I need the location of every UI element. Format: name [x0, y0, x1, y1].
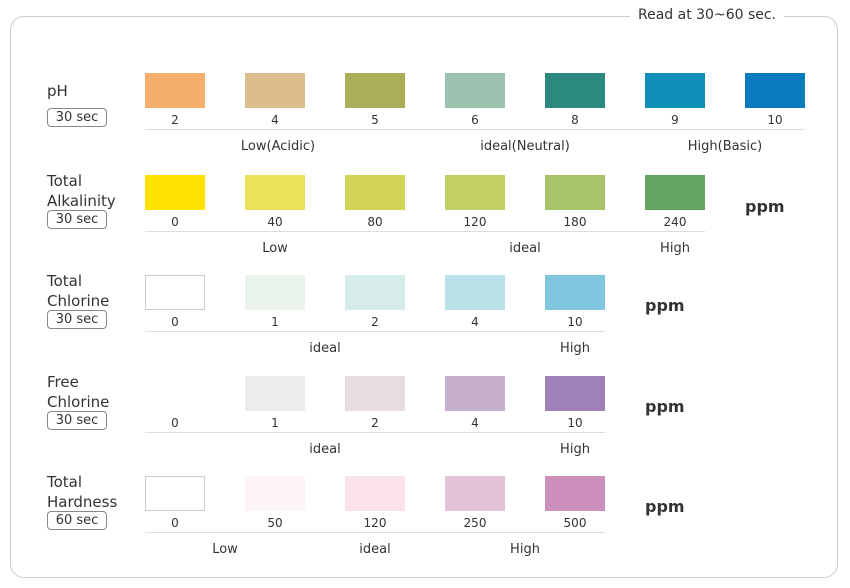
unit: ppm	[645, 497, 685, 516]
swatch	[145, 73, 205, 108]
swatch	[345, 175, 405, 210]
swatch	[145, 476, 205, 511]
time-badge: 30 sec	[47, 210, 107, 229]
swatch	[545, 275, 605, 310]
swatch-label: 1	[271, 416, 279, 430]
time-badge: 30 sec	[47, 310, 107, 329]
swatch	[545, 376, 605, 411]
time-badge: 30 sec	[47, 108, 107, 127]
divider	[145, 129, 805, 130]
swatch	[145, 175, 205, 210]
range-label: Low	[262, 241, 288, 256]
row-name: Total	[47, 272, 83, 290]
row-name: pH	[47, 82, 68, 100]
swatch-label: 40	[267, 215, 283, 229]
swatch	[445, 73, 505, 108]
swatch	[645, 73, 705, 108]
swatch-label: 0	[171, 516, 179, 530]
swatch-label: 80	[367, 215, 383, 229]
swatch-label: 5	[371, 113, 379, 127]
swatch-label: 4	[471, 315, 479, 329]
swatch	[445, 275, 505, 310]
row-name: Hardness	[47, 493, 118, 511]
divider	[145, 331, 605, 332]
swatch-label: 4	[271, 113, 279, 127]
range-label: ideal(Neutral)	[480, 139, 570, 154]
range-label: High	[660, 241, 690, 256]
time-badge: 30 sec	[47, 411, 107, 430]
row-name: Alkalinity	[47, 192, 116, 210]
row-name: Free	[47, 373, 79, 391]
swatch-label: 2	[171, 113, 179, 127]
range-label: ideal	[309, 442, 341, 457]
swatch-label: 9	[671, 113, 679, 127]
range-label: Low	[212, 542, 238, 557]
swatch	[545, 476, 605, 511]
swatch	[645, 175, 705, 210]
swatch-label: 6	[471, 113, 479, 127]
swatch-label: 0	[171, 416, 179, 430]
range-label: High	[560, 442, 590, 457]
header-title: Read at 30~60 sec.	[630, 7, 785, 23]
range-label: High(Basic)	[687, 139, 763, 154]
swatch	[245, 376, 305, 411]
swatch	[345, 476, 405, 511]
swatch-label: 500	[563, 516, 587, 530]
swatch	[145, 275, 205, 310]
swatch-label: 8	[571, 113, 579, 127]
row-name: Chlorine	[47, 393, 110, 411]
row-name: Total	[47, 172, 83, 190]
swatch	[345, 73, 405, 108]
swatch	[545, 175, 605, 210]
divider	[145, 432, 605, 433]
swatch	[745, 73, 805, 108]
swatch-label: 10	[567, 416, 583, 430]
swatch-label: 1	[271, 315, 279, 329]
swatch	[445, 175, 505, 210]
swatch	[445, 376, 505, 411]
swatch-label: 240	[663, 215, 687, 229]
swatch-label: 10	[767, 113, 783, 127]
swatch-label: 180	[563, 215, 587, 229]
range-label: ideal	[509, 241, 541, 256]
swatch-label: 120	[463, 215, 487, 229]
swatch-label: 10	[567, 315, 583, 329]
swatch-label: 50	[267, 516, 283, 530]
swatch	[545, 73, 605, 108]
swatch	[245, 275, 305, 310]
swatch-label: 0	[171, 315, 179, 329]
swatch	[245, 175, 305, 210]
divider	[145, 231, 705, 232]
swatch-label: 120	[363, 516, 387, 530]
time-badge: 60 sec	[47, 511, 107, 530]
row-name: Chlorine	[47, 292, 110, 310]
swatch-label: 2	[371, 416, 379, 430]
unit: ppm	[645, 397, 685, 416]
unit: ppm	[745, 197, 785, 216]
frame	[10, 16, 838, 578]
swatch-label: 4	[471, 416, 479, 430]
swatch	[445, 476, 505, 511]
swatch-label: 2	[371, 315, 379, 329]
swatch	[245, 476, 305, 511]
swatch-label: 0	[171, 215, 179, 229]
row-name: Total	[47, 473, 83, 491]
range-label: ideal	[359, 542, 391, 557]
range-label: High	[510, 542, 540, 557]
swatch	[345, 376, 405, 411]
divider	[145, 532, 605, 533]
swatch	[245, 73, 305, 108]
swatch-label: 250	[463, 516, 487, 530]
unit: ppm	[645, 296, 685, 315]
swatch	[345, 275, 405, 310]
range-label: High	[560, 341, 590, 356]
range-label: Low(Acidic)	[240, 139, 316, 154]
range-label: ideal	[309, 341, 341, 356]
